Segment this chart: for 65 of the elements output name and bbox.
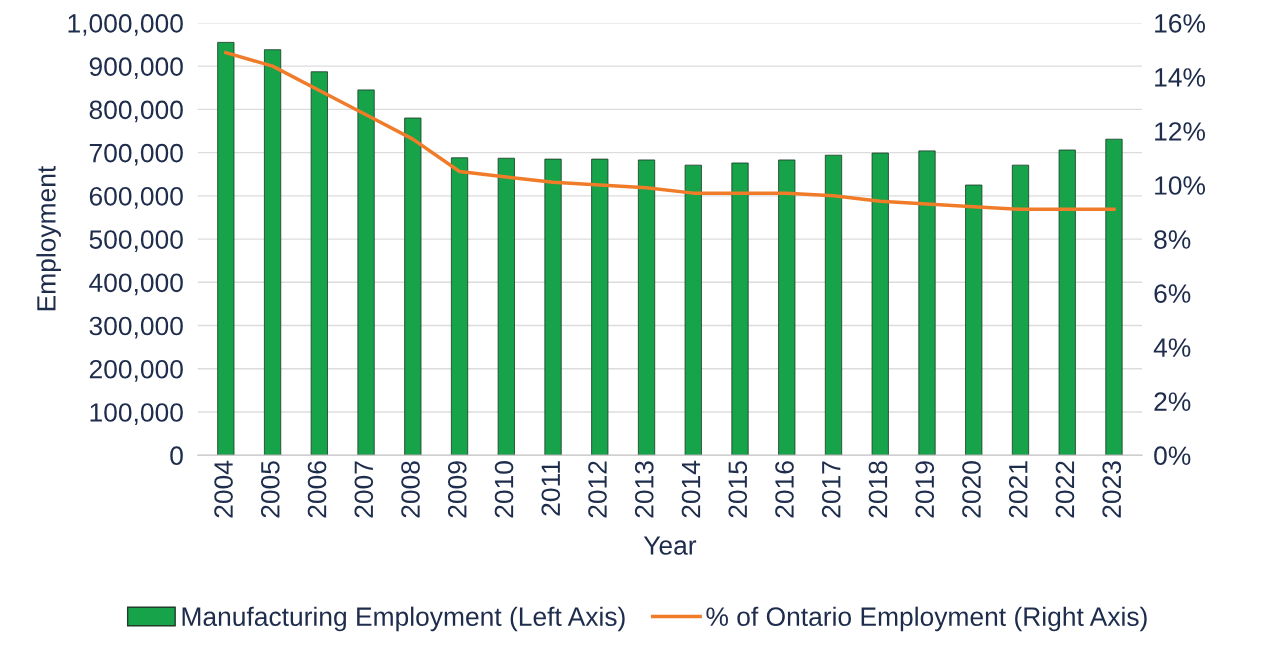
y-tick-label: 200,000 bbox=[89, 359, 183, 382]
y-tick-label: 900,000 bbox=[89, 57, 183, 80]
bar bbox=[217, 41, 235, 456]
bar bbox=[1058, 149, 1076, 456]
y2-tick-label: 6% bbox=[1154, 284, 1191, 303]
x-tick-label: 2019 bbox=[915, 461, 935, 518]
x-tick-label: 2018 bbox=[868, 461, 888, 518]
x-tick-label: 2021 bbox=[1008, 461, 1028, 518]
x-tick-label: 2023 bbox=[1102, 461, 1122, 518]
bar bbox=[637, 159, 656, 456]
x-tick-label: 2011 bbox=[541, 461, 561, 516]
bar bbox=[450, 157, 469, 456]
bar bbox=[1011, 164, 1030, 456]
x-tick-label: 2022 bbox=[1055, 461, 1075, 518]
x-tick-label: 2017 bbox=[821, 461, 841, 518]
y2-tick-label: 4% bbox=[1153, 338, 1191, 357]
x-tick-label: 2008 bbox=[401, 461, 420, 518]
x-tick-label: 2009 bbox=[447, 461, 467, 518]
bar bbox=[310, 71, 328, 456]
bar bbox=[965, 184, 983, 456]
x-axis-title: Year bbox=[643, 536, 697, 555]
y2-tick-label: 8% bbox=[1154, 230, 1191, 249]
bar bbox=[824, 154, 843, 456]
x-tick-label: 2020 bbox=[962, 461, 981, 518]
y-tick-label: 500,000 bbox=[89, 230, 183, 253]
line-series bbox=[224, 50, 1116, 212]
x-tick-label: 2006 bbox=[307, 461, 327, 518]
bar bbox=[871, 152, 889, 456]
y-tick-label: 100,000 bbox=[90, 403, 183, 425]
legend-label: % of Ontario Employment (Right Axis) bbox=[706, 606, 1147, 632]
legend-label: Manufacturing Employment (Left Axis) bbox=[182, 606, 625, 632]
bar bbox=[591, 158, 609, 456]
y-axis-title: Employment bbox=[36, 165, 61, 311]
bar bbox=[684, 164, 702, 456]
y-tick-label: 700,000 bbox=[89, 143, 183, 166]
bar bbox=[731, 162, 749, 456]
y-tick-label: 0 bbox=[170, 446, 183, 466]
y-tick-label: 600,000 bbox=[89, 186, 183, 209]
bar bbox=[778, 159, 796, 456]
x-tick-label: 2004 bbox=[214, 460, 233, 518]
bar bbox=[497, 157, 515, 456]
x-tick-label: 2013 bbox=[634, 461, 654, 518]
x-tick-label: 2015 bbox=[728, 461, 748, 518]
y-tick-label: 800,000 bbox=[89, 100, 183, 123]
bar bbox=[357, 89, 375, 456]
y2-tick-label: 0% bbox=[1154, 446, 1191, 466]
y2-tick-label: 14% bbox=[1155, 68, 1206, 87]
y2-tick-label: 10% bbox=[1155, 176, 1206, 195]
bar bbox=[263, 49, 282, 456]
y-tick-label: 300,000 bbox=[89, 316, 183, 339]
x-tick-label: 2010 bbox=[494, 461, 514, 518]
y-tick-label: 1,000,000 bbox=[68, 14, 183, 36]
x-tick-label: 2014 bbox=[681, 460, 701, 518]
bar bbox=[1105, 138, 1123, 456]
y-tick-label: 400,000 bbox=[89, 273, 183, 296]
x-tick-label: 2012 bbox=[588, 461, 607, 518]
x-tick-label: 2007 bbox=[354, 461, 374, 518]
bar bbox=[544, 158, 562, 456]
y2-tick-label: 16% bbox=[1155, 14, 1206, 33]
bar bbox=[404, 117, 422, 456]
y2-tick-label: 12% bbox=[1155, 122, 1206, 141]
x-tick-label: 2016 bbox=[775, 461, 794, 518]
y2-tick-label: 2% bbox=[1154, 392, 1191, 411]
bar bbox=[918, 150, 936, 456]
x-tick-label: 2005 bbox=[260, 461, 280, 518]
